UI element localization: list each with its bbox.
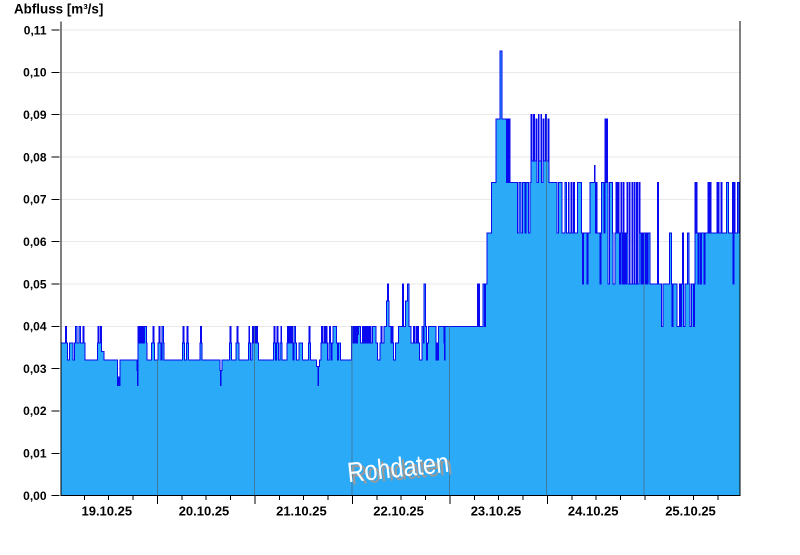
svg-text:0,01: 0,01 bbox=[23, 447, 47, 461]
svg-text:21.10.25: 21.10.25 bbox=[276, 504, 327, 519]
svg-text:0,03: 0,03 bbox=[23, 362, 47, 376]
svg-text:0,10: 0,10 bbox=[23, 66, 47, 80]
svg-text:0,04: 0,04 bbox=[23, 320, 47, 334]
svg-text:0,02: 0,02 bbox=[23, 404, 47, 418]
svg-text:22.10.25: 22.10.25 bbox=[373, 504, 424, 519]
svg-text:20.10.25: 20.10.25 bbox=[179, 504, 230, 519]
svg-text:24.10.25: 24.10.25 bbox=[568, 504, 619, 519]
svg-text:0,06: 0,06 bbox=[23, 235, 47, 249]
svg-text:0,07: 0,07 bbox=[23, 193, 47, 207]
svg-text:23.10.25: 23.10.25 bbox=[471, 504, 522, 519]
svg-text:0,11: 0,11 bbox=[24, 23, 47, 37]
svg-text:0,05: 0,05 bbox=[23, 277, 47, 291]
svg-text:25.10.25: 25.10.25 bbox=[665, 504, 716, 519]
svg-text:0,09: 0,09 bbox=[23, 108, 47, 122]
svg-text:19.10.25: 19.10.25 bbox=[81, 504, 132, 519]
svg-text:0,08: 0,08 bbox=[23, 150, 47, 164]
svg-text:Abfluss [m³/s]: Abfluss [m³/s] bbox=[14, 2, 103, 17]
svg-text:0,00: 0,00 bbox=[23, 489, 47, 503]
